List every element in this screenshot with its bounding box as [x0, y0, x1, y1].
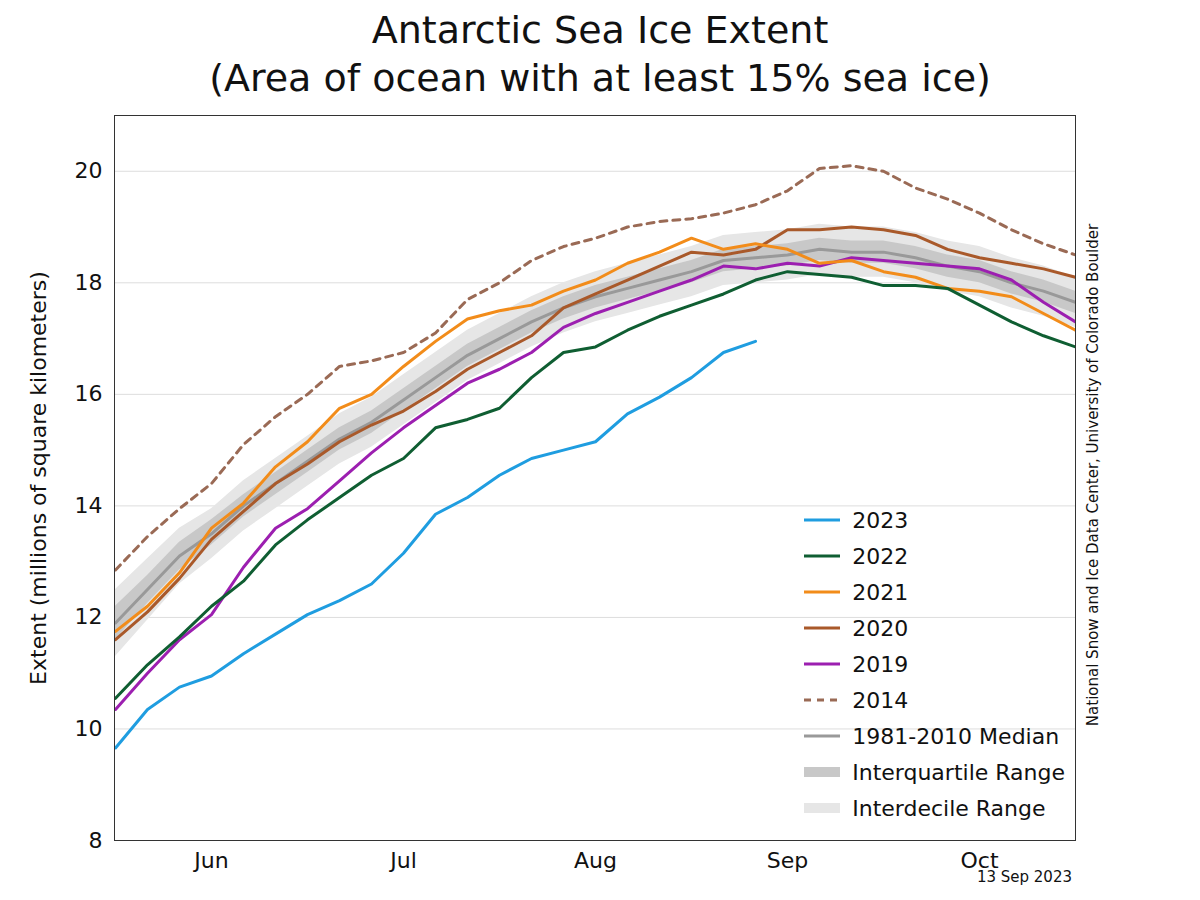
svg-text:Jun: Jun	[192, 848, 228, 873]
html-text:2021: 2021	[852, 579, 909, 605]
html-text:Interquartile Range: Interquartile Range	[852, 759, 1065, 785]
svg-text:Jul: Jul	[388, 848, 417, 873]
svg-text:Aug: Aug	[574, 848, 617, 873]
svg-text:Oct: Oct	[960, 848, 999, 874]
html-text:2020: 2020	[852, 615, 909, 641]
svg-text:14: 14	[75, 493, 103, 518]
html-text:1981-2010 Median: 1981-2010 Median	[852, 723, 1060, 749]
svg-text:8: 8	[89, 828, 103, 853]
svg-text:10: 10	[75, 716, 103, 741]
html-text:National Snow and Ice Data Cen: National Snow and Ice Data Center, Unive…	[1084, 223, 1102, 727]
svg-text:16: 16	[75, 381, 103, 406]
html-text:13 Sep 2023: 13 Sep 2023	[976, 868, 1072, 886]
svg-text:Sep: Sep	[767, 848, 808, 873]
html-text:(Area of ocean with at least 1: (Area of ocean with at least 15% sea ice…	[209, 56, 991, 100]
html-text:Interdecile Range: Interdecile Range	[852, 795, 1046, 821]
svg-text:20: 20	[75, 158, 103, 183]
svg-text:Extent (millions of square kil: Extent (millions of square kilometers)	[26, 271, 51, 685]
html-text:Antarctic Sea Ice Extent: Antarctic Sea Ice Extent	[371, 8, 829, 52]
svg-text:12: 12	[75, 604, 103, 629]
html-text:2022: 2022	[852, 543, 909, 569]
html-text:2023: 2023	[852, 507, 909, 533]
html-text:2014: 2014	[852, 687, 909, 713]
svg-text:18: 18	[75, 270, 103, 295]
html-text:2019: 2019	[852, 651, 909, 677]
